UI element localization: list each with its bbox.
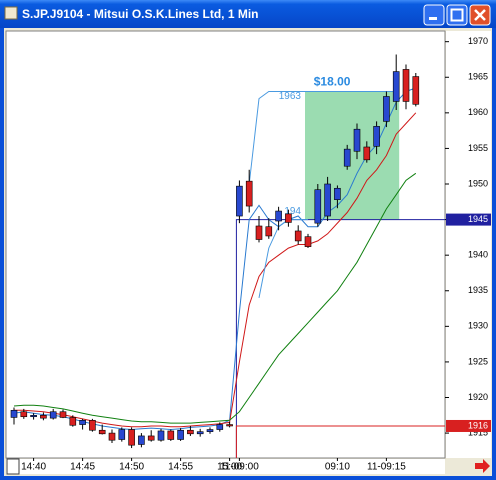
candle-body bbox=[59, 411, 67, 418]
candle-body bbox=[128, 429, 135, 446]
x-tick-label: 11-09:15 bbox=[367, 462, 406, 473]
candle-body bbox=[108, 432, 116, 441]
candle-body bbox=[49, 411, 57, 419]
y-tick-label: 1955 bbox=[468, 143, 488, 153]
x-tick-label: 15:00 bbox=[217, 462, 242, 473]
candle-body bbox=[275, 210, 282, 222]
indicator-line bbox=[14, 112, 417, 428]
candle-body bbox=[285, 213, 292, 223]
candle-body bbox=[167, 430, 175, 440]
box-low-label: 194 bbox=[284, 206, 301, 217]
y-tick-label: 1950 bbox=[468, 178, 488, 188]
candle-body bbox=[343, 148, 351, 167]
reference-label: 1945 bbox=[468, 214, 488, 224]
candle-body bbox=[255, 225, 263, 240]
candle-body bbox=[383, 96, 390, 122]
candle-body bbox=[373, 126, 380, 147]
candle-body bbox=[98, 429, 106, 435]
candle-body bbox=[265, 226, 273, 237]
candle-body bbox=[196, 431, 204, 435]
box-high-label: 1963 bbox=[279, 91, 302, 102]
box-label: $18.00 bbox=[314, 75, 351, 89]
x-tick-label: 14:45 bbox=[70, 462, 95, 473]
candle-body bbox=[304, 236, 312, 247]
y-tick-label: 1930 bbox=[468, 321, 488, 331]
candle-body bbox=[402, 69, 410, 102]
scroll-box[interactable] bbox=[6, 458, 20, 475]
x-tick-label: 09:10 bbox=[325, 462, 350, 473]
y-tick-label: 1935 bbox=[468, 285, 488, 295]
title-bar bbox=[0, 0, 496, 28]
x-tick-label: 11-09:00 bbox=[220, 462, 259, 473]
candle-body bbox=[69, 417, 77, 426]
candle-body bbox=[412, 76, 420, 105]
candle-body bbox=[226, 424, 233, 427]
y-tick-label: 1965 bbox=[468, 72, 488, 82]
candle-body bbox=[216, 424, 224, 430]
app-icon bbox=[4, 6, 18, 20]
indicator-line bbox=[258, 219, 308, 298]
maximize-button[interactable] bbox=[446, 4, 468, 26]
candle-body bbox=[353, 128, 361, 152]
candle-body bbox=[138, 435, 145, 445]
candle-body bbox=[157, 430, 165, 441]
reference-line bbox=[235, 425, 445, 458]
candle-body bbox=[187, 429, 194, 435]
candle-body bbox=[30, 414, 37, 418]
candle-body bbox=[392, 71, 400, 102]
candle-body bbox=[40, 414, 47, 419]
x-tick-label: 14:55 bbox=[168, 462, 193, 473]
y-tick-label: 1940 bbox=[468, 250, 488, 260]
reference-label-box bbox=[446, 213, 491, 226]
y-tick-label: 1960 bbox=[468, 107, 488, 117]
reference-label: 1916 bbox=[468, 420, 488, 430]
x-axis-area bbox=[6, 459, 445, 474]
candle-body bbox=[206, 429, 214, 432]
y-tick-label: 1925 bbox=[468, 356, 488, 366]
candle-body bbox=[147, 435, 155, 441]
candle-body bbox=[118, 429, 126, 440]
y-tick-label: 1970 bbox=[468, 36, 488, 46]
y-tick-label: 1920 bbox=[468, 392, 488, 402]
close-button[interactable] bbox=[469, 4, 491, 26]
indicator-line bbox=[13, 172, 417, 424]
candle-body bbox=[334, 187, 341, 200]
indicator-line bbox=[248, 91, 397, 185]
candle-body bbox=[314, 189, 322, 224]
reference-label-box bbox=[446, 419, 491, 432]
minimize-button[interactable] bbox=[423, 4, 445, 26]
candle-body bbox=[20, 411, 28, 418]
candle-body bbox=[79, 419, 86, 425]
candle-body bbox=[236, 185, 243, 217]
candle-body bbox=[89, 419, 96, 431]
x-tick-label: 14:50 bbox=[119, 462, 144, 473]
candle-body bbox=[294, 230, 302, 242]
candle-body bbox=[245, 180, 253, 207]
y-tick-label: 1915 bbox=[468, 427, 488, 437]
x-tick-label: 14:40 bbox=[21, 462, 46, 473]
scroll-arrow[interactable] bbox=[475, 459, 490, 473]
candle-body bbox=[324, 183, 331, 217]
y-axis-area bbox=[446, 31, 491, 458]
candle-body bbox=[177, 429, 184, 440]
candle-body bbox=[363, 146, 371, 161]
candle-body bbox=[10, 410, 18, 418]
window-title: S.JP.J9104 - Mitsui O.S.K.Lines Ltd, 1 M… bbox=[22, 7, 259, 21]
plot: $18.00 1963 194 bbox=[10, 54, 445, 458]
